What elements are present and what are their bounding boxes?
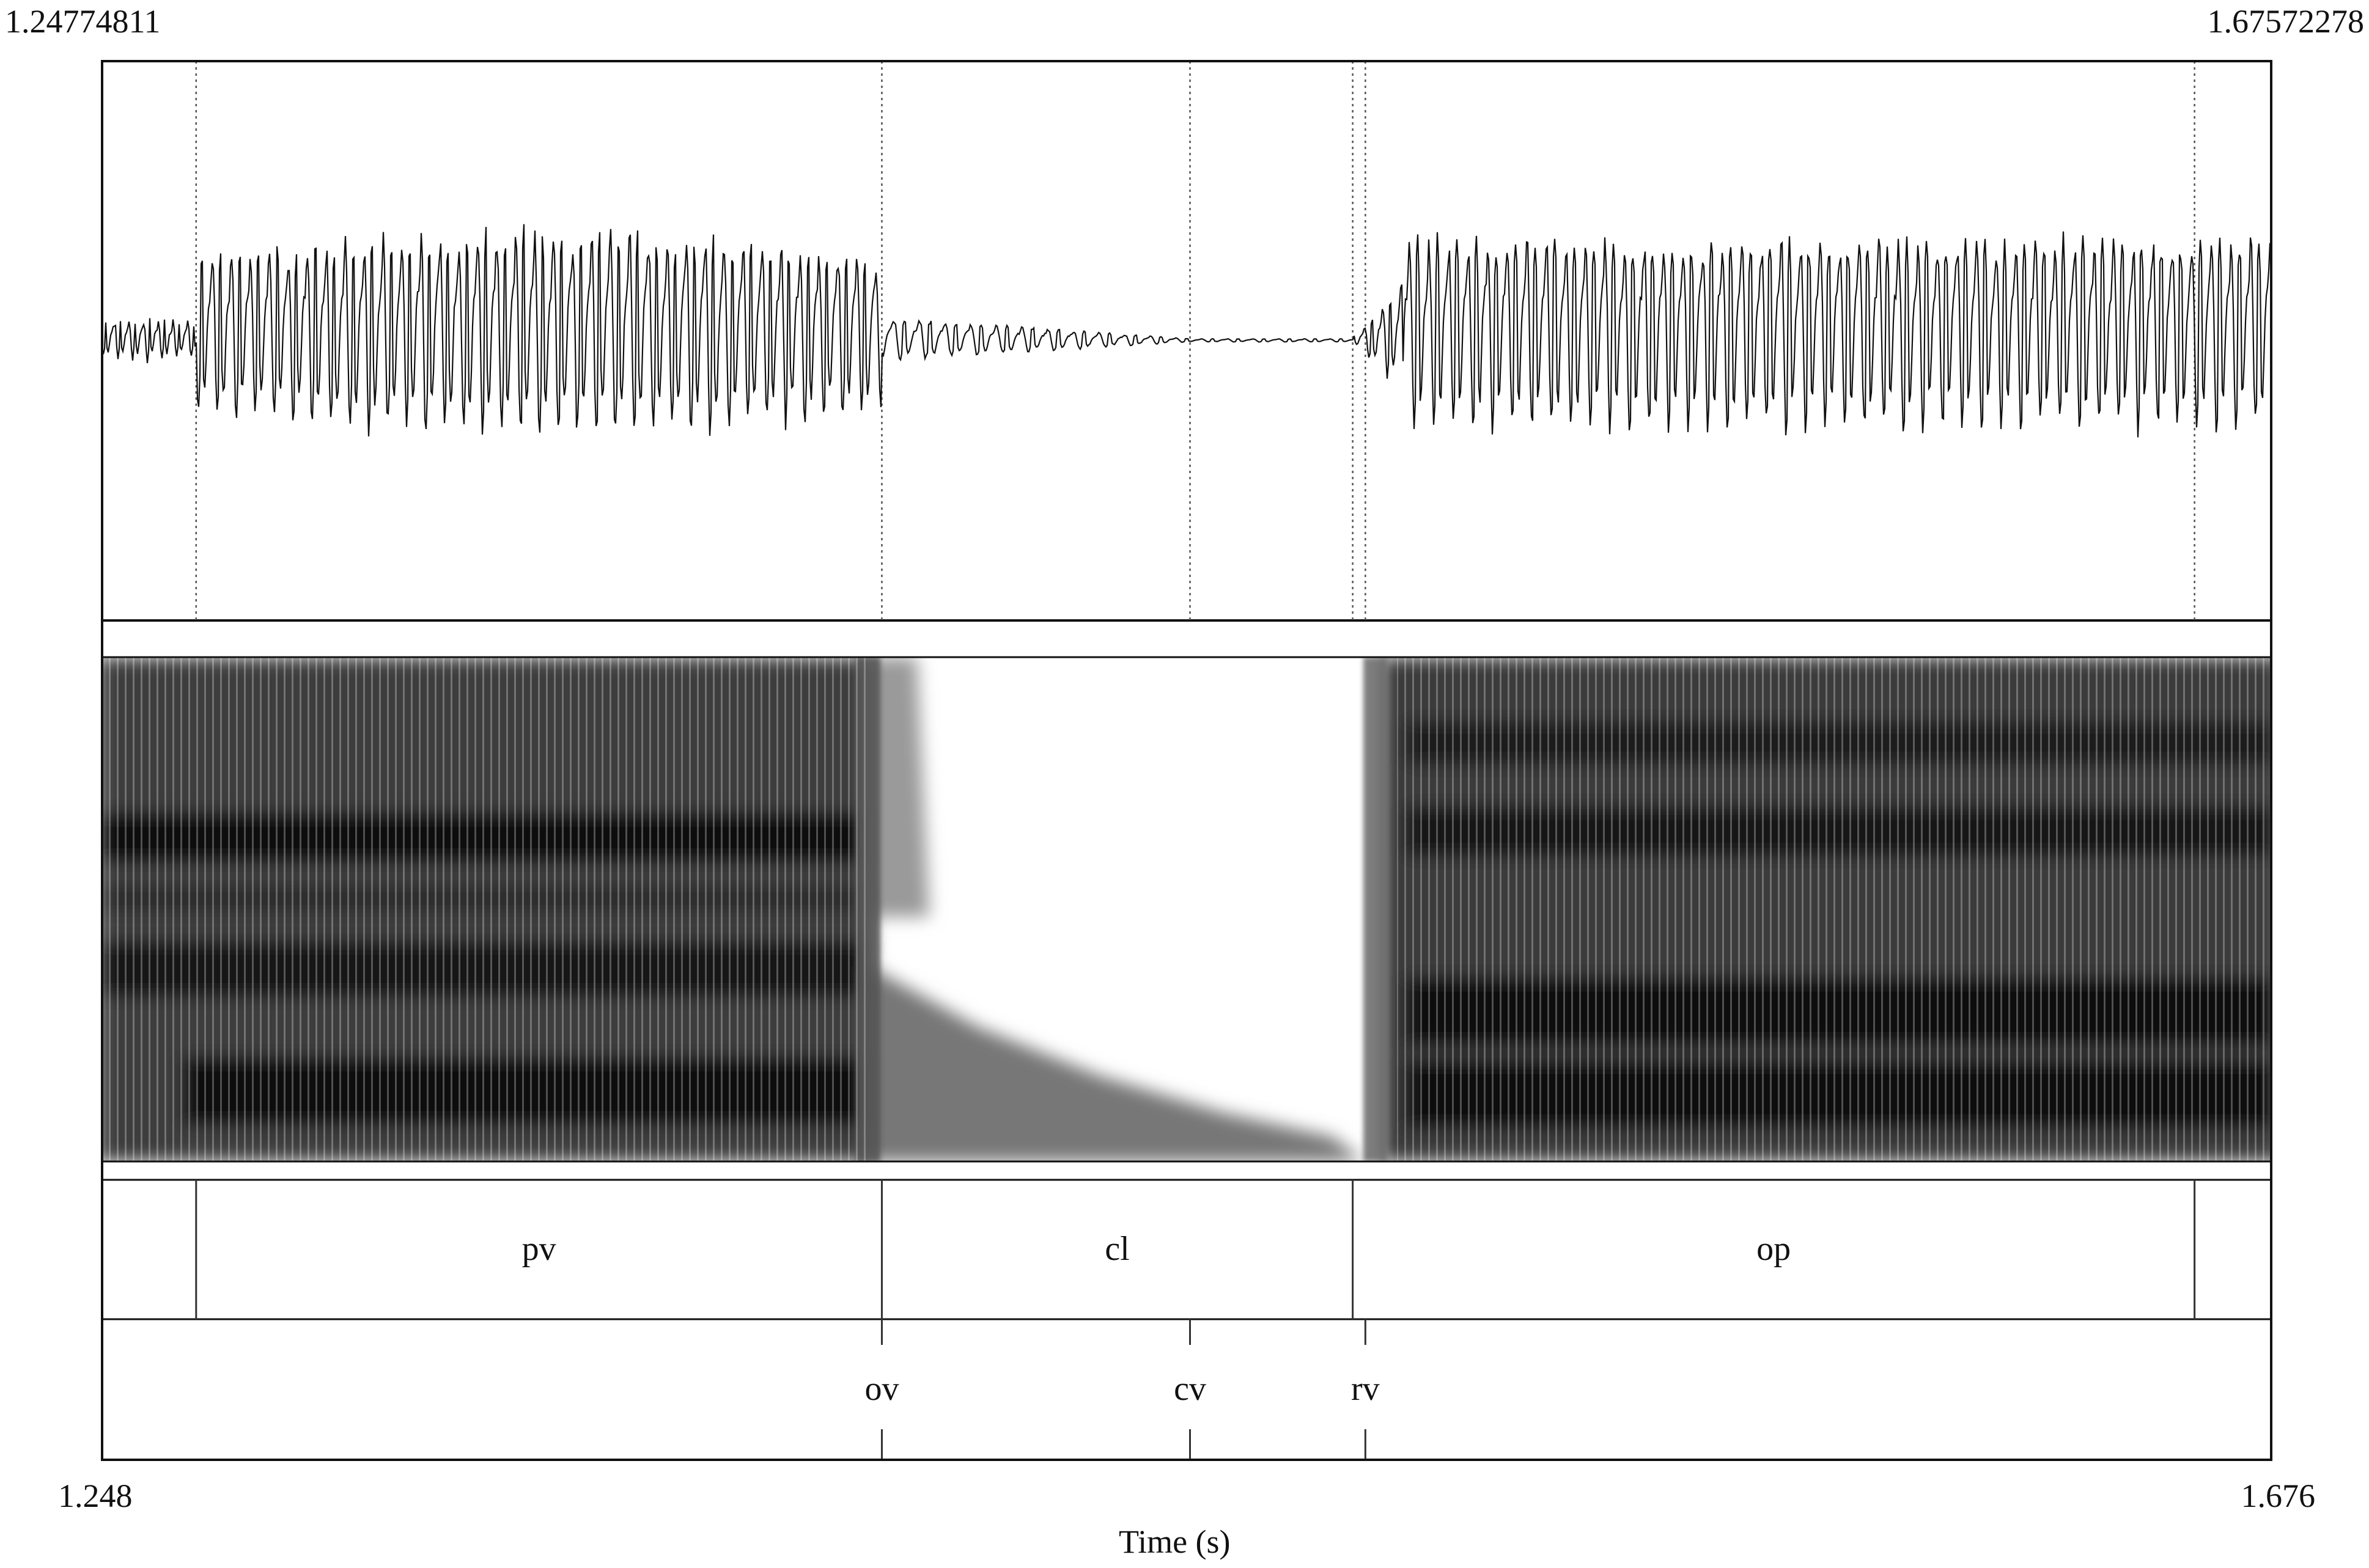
- editor-frame: [101, 60, 2272, 1461]
- axis-start-label: 1.248: [58, 1478, 133, 1514]
- tier-1-interval-label[interactable]: pv: [521, 1230, 556, 1268]
- tier-2-point-marks: [880, 1319, 1366, 1460]
- tier-2-point-label[interactable]: rv: [1351, 1370, 1380, 1408]
- spectrogram-panel[interactable]: [98, 656, 2280, 1163]
- tier-2-point-label[interactable]: cv: [1174, 1370, 1206, 1408]
- tier-2-box[interactable]: [101, 1318, 2272, 1461]
- tier-1-interval-label[interactable]: cl: [1105, 1230, 1130, 1268]
- spectrogram-image: [102, 657, 2271, 1161]
- waveform-trace: [101, 224, 2272, 438]
- textgrid-panel[interactable]: [101, 1179, 2272, 1461]
- window-start-time: 1.24774811: [5, 3, 161, 40]
- tier-1-box[interactable]: [101, 1179, 2272, 1320]
- axis-end-label: 1.676: [2241, 1478, 2316, 1514]
- tier-2-point-label[interactable]: ov: [864, 1370, 899, 1408]
- tier-1-interval-label[interactable]: op: [1756, 1230, 1791, 1268]
- axis-xlabel: Time (s): [1119, 1523, 1231, 1560]
- tier-1-boundaries: [195, 1180, 2196, 1319]
- waveform-panel[interactable]: [101, 60, 2272, 622]
- window-end-time: 1.67572278: [2207, 3, 2365, 40]
- waveform-frame: [101, 60, 2272, 622]
- waveform-boundary-lines: [195, 61, 2195, 620]
